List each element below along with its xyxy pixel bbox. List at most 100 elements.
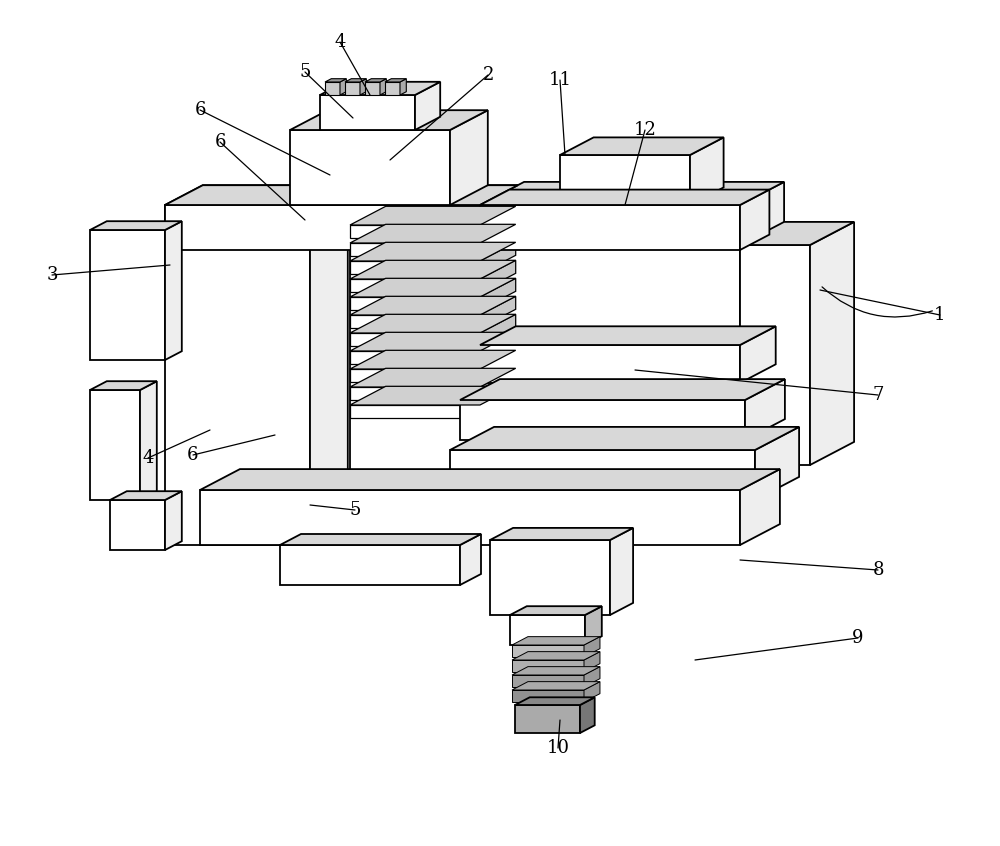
Polygon shape	[350, 278, 516, 297]
Polygon shape	[755, 427, 799, 500]
Polygon shape	[480, 185, 518, 545]
Polygon shape	[165, 492, 182, 550]
Polygon shape	[380, 79, 386, 95]
Text: 4: 4	[142, 449, 154, 467]
Polygon shape	[140, 382, 157, 500]
Polygon shape	[350, 387, 480, 400]
Polygon shape	[690, 137, 724, 205]
Polygon shape	[415, 82, 440, 130]
Polygon shape	[320, 82, 440, 95]
Polygon shape	[460, 379, 785, 400]
Polygon shape	[365, 82, 380, 95]
Polygon shape	[480, 345, 740, 383]
Polygon shape	[350, 297, 480, 310]
Polygon shape	[810, 222, 854, 465]
Polygon shape	[360, 79, 366, 95]
Polygon shape	[350, 405, 480, 418]
Polygon shape	[512, 667, 600, 675]
Text: 10: 10	[546, 739, 570, 757]
Polygon shape	[165, 221, 182, 360]
Polygon shape	[584, 651, 600, 672]
Polygon shape	[490, 528, 633, 540]
Polygon shape	[350, 205, 480, 545]
Polygon shape	[310, 185, 348, 545]
Polygon shape	[512, 660, 584, 672]
Polygon shape	[515, 705, 580, 733]
Polygon shape	[350, 261, 516, 279]
Polygon shape	[740, 469, 780, 545]
Polygon shape	[480, 190, 769, 205]
Polygon shape	[480, 350, 516, 382]
Polygon shape	[480, 315, 516, 346]
Polygon shape	[512, 682, 600, 690]
Text: 4: 4	[334, 33, 346, 51]
Polygon shape	[740, 327, 776, 383]
Polygon shape	[200, 490, 740, 545]
Polygon shape	[480, 296, 516, 328]
Polygon shape	[280, 545, 460, 585]
Polygon shape	[200, 469, 780, 490]
Polygon shape	[580, 697, 595, 733]
Polygon shape	[740, 222, 854, 245]
Polygon shape	[512, 675, 584, 687]
Polygon shape	[350, 315, 480, 328]
Polygon shape	[365, 79, 386, 82]
Polygon shape	[512, 690, 584, 702]
Polygon shape	[480, 242, 516, 274]
Polygon shape	[280, 534, 481, 545]
Polygon shape	[320, 95, 415, 130]
Polygon shape	[350, 315, 516, 333]
Polygon shape	[512, 651, 600, 660]
Polygon shape	[480, 387, 516, 418]
Text: 11: 11	[548, 71, 572, 89]
Polygon shape	[350, 369, 480, 382]
Polygon shape	[350, 387, 516, 405]
Polygon shape	[165, 205, 480, 250]
Polygon shape	[480, 206, 516, 238]
Polygon shape	[460, 400, 745, 440]
Polygon shape	[385, 82, 400, 95]
Polygon shape	[345, 79, 366, 82]
Text: 6: 6	[214, 133, 226, 151]
Polygon shape	[110, 500, 165, 550]
Polygon shape	[584, 682, 600, 702]
Polygon shape	[480, 182, 784, 205]
Polygon shape	[585, 607, 602, 645]
Text: 12: 12	[634, 121, 656, 139]
Polygon shape	[340, 79, 346, 95]
Polygon shape	[515, 697, 595, 705]
Polygon shape	[460, 534, 481, 585]
Text: 5: 5	[349, 501, 361, 519]
Polygon shape	[165, 205, 310, 545]
Text: 7: 7	[872, 386, 884, 404]
Polygon shape	[350, 368, 516, 387]
Polygon shape	[510, 615, 585, 645]
Polygon shape	[290, 110, 488, 130]
Polygon shape	[350, 261, 480, 274]
Polygon shape	[745, 379, 785, 440]
Polygon shape	[350, 332, 516, 351]
Polygon shape	[400, 79, 406, 95]
Polygon shape	[325, 82, 340, 95]
Polygon shape	[584, 637, 600, 657]
Polygon shape	[325, 79, 346, 82]
Polygon shape	[350, 242, 516, 261]
Text: 6: 6	[194, 101, 206, 119]
Polygon shape	[512, 645, 584, 657]
Polygon shape	[345, 82, 360, 95]
Polygon shape	[350, 333, 480, 346]
Polygon shape	[450, 110, 488, 205]
Polygon shape	[512, 637, 600, 645]
Polygon shape	[560, 137, 724, 155]
Polygon shape	[480, 205, 740, 250]
Polygon shape	[480, 332, 516, 364]
Polygon shape	[350, 224, 516, 243]
Polygon shape	[560, 155, 690, 205]
Polygon shape	[350, 351, 480, 364]
Polygon shape	[350, 206, 516, 225]
Polygon shape	[480, 278, 516, 310]
Polygon shape	[350, 296, 516, 315]
Polygon shape	[110, 492, 182, 500]
Polygon shape	[350, 185, 518, 205]
Polygon shape	[90, 221, 182, 230]
